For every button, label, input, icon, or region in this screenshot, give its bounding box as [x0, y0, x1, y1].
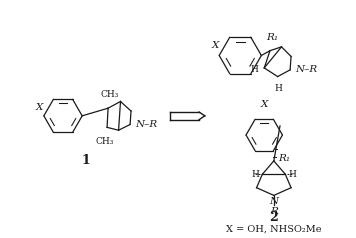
Text: X: X	[35, 103, 43, 112]
Text: 2: 2	[269, 211, 278, 224]
Text: N: N	[269, 197, 278, 206]
Text: X = OH, NHSO₂Me: X = OH, NHSO₂Me	[226, 225, 321, 234]
Text: X: X	[212, 41, 219, 50]
Text: N–R: N–R	[295, 65, 317, 74]
Text: R: R	[270, 207, 278, 216]
Text: H: H	[251, 65, 258, 74]
Text: H: H	[275, 84, 283, 93]
Text: X: X	[261, 100, 268, 109]
Text: R₁: R₁	[279, 154, 290, 163]
Text: CH₃: CH₃	[101, 89, 119, 99]
Text: H: H	[252, 170, 260, 179]
Text: N–R: N–R	[135, 120, 157, 129]
Text: CH₃: CH₃	[96, 137, 114, 146]
Text: R₁: R₁	[266, 33, 278, 42]
Text: 1: 1	[81, 154, 90, 167]
Text: H: H	[288, 170, 296, 179]
